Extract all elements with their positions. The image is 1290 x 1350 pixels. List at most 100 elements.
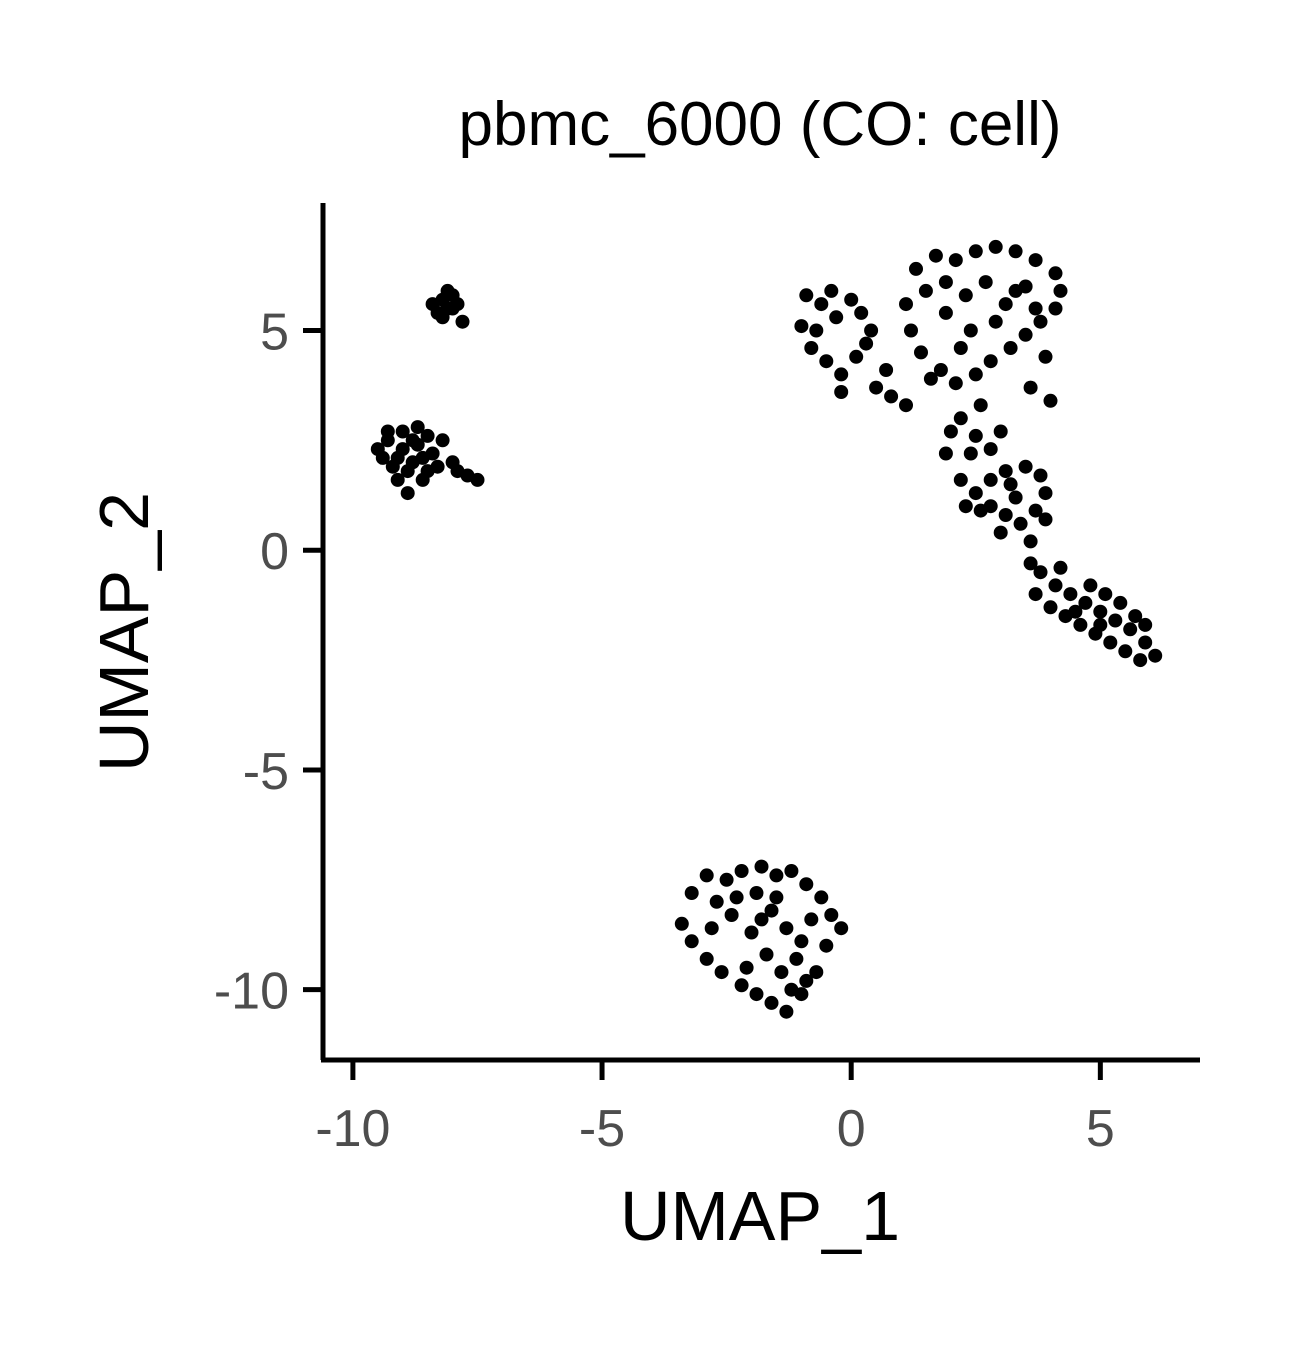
scatter-point <box>824 283 839 298</box>
scatter-point <box>953 411 968 426</box>
scatter-point <box>1008 490 1023 505</box>
scatter-point <box>1018 327 1033 342</box>
scatter-point <box>455 314 470 329</box>
scatter-point <box>1038 512 1053 527</box>
scatter-point <box>415 450 430 465</box>
scatter-point <box>904 323 918 338</box>
scatter-point <box>794 934 809 949</box>
scatter-point <box>1078 595 1093 610</box>
scatter-point <box>814 297 829 312</box>
scatter-point <box>1103 635 1118 650</box>
scatter-point <box>769 868 784 883</box>
scatter-point <box>764 995 779 1010</box>
scatter-point <box>1138 617 1153 632</box>
scatter-point <box>998 464 1013 479</box>
x-tick-label: -5 <box>579 1100 625 1158</box>
scatter-point <box>809 323 824 338</box>
scatter-point <box>968 486 983 501</box>
scatter-point <box>1098 587 1113 602</box>
scatter-point <box>390 472 405 487</box>
scatter-point <box>1138 635 1153 650</box>
scatter-point <box>948 376 963 391</box>
chart-title: pbmc_6000 (CO: cell) <box>458 90 1061 159</box>
scatter-point <box>445 455 460 470</box>
scatter-point <box>395 442 410 457</box>
scatter-point <box>684 886 699 900</box>
scatter-point <box>714 965 729 980</box>
scatter-point <box>784 864 799 878</box>
scatter-point <box>779 1004 794 1019</box>
scatter-point <box>993 525 1008 540</box>
scatter-point <box>829 310 844 325</box>
scatter-point <box>1128 609 1143 624</box>
scatter-point <box>754 859 769 874</box>
scatter-point <box>844 292 859 307</box>
scatter-point <box>933 363 948 377</box>
scatter-point <box>729 890 744 905</box>
scatter-point <box>1028 587 1043 602</box>
scatter-point <box>375 450 390 465</box>
y-axis-label: UMAP_2 <box>85 492 163 772</box>
scatter-point <box>1133 653 1148 668</box>
scatter-point <box>1093 604 1108 619</box>
scatter-point <box>1113 595 1128 610</box>
scatter-point <box>1023 534 1038 549</box>
scatter-point <box>983 472 998 487</box>
scatter-point <box>1048 301 1063 316</box>
scatter-point <box>909 261 923 276</box>
scatter-point <box>968 428 983 443</box>
scatter-point <box>734 978 749 993</box>
scatter-point <box>704 921 719 936</box>
scatter-point <box>734 864 749 878</box>
scatter-point <box>884 389 899 404</box>
scatter-point <box>405 433 420 448</box>
scatter-point <box>1053 283 1068 298</box>
scatter-point <box>744 925 759 940</box>
scatter-point <box>395 424 410 439</box>
scatter-point <box>724 908 739 922</box>
scatter-point <box>1118 644 1133 659</box>
scatter-point <box>804 341 819 355</box>
scatter-point <box>809 965 824 980</box>
scatter-point <box>804 912 819 927</box>
scatter-point <box>674 916 689 931</box>
scatter-point <box>385 459 400 474</box>
scatter-point <box>769 890 784 905</box>
scatter-point <box>1023 556 1038 571</box>
scatter-point <box>1028 253 1043 268</box>
scatter-point <box>1033 314 1048 329</box>
scatter-point <box>1038 486 1053 501</box>
scatter-point <box>784 982 799 997</box>
scatter-point <box>445 288 460 303</box>
y-tick-label: -5 <box>243 743 289 801</box>
scatter-point <box>938 305 953 320</box>
y-tick-label: -10 <box>214 963 289 1021</box>
scatter-point <box>864 323 879 338</box>
scatter-point <box>1003 341 1018 355</box>
scatter-point <box>1063 587 1078 602</box>
x-tick-label: -10 <box>315 1100 390 1158</box>
scatter-point <box>998 297 1013 312</box>
scatter-point <box>1083 578 1098 593</box>
scatter-point <box>719 872 734 887</box>
scatter-point <box>968 244 983 259</box>
scatter-point <box>834 385 849 399</box>
scatter-point <box>968 367 983 382</box>
scatter-point <box>684 934 699 949</box>
scatter-point <box>834 367 849 382</box>
scatter-point <box>973 398 988 413</box>
scatter-point <box>923 371 938 386</box>
scatter-point <box>1048 266 1063 281</box>
y-axis-ticks: -10 -5 0 5 <box>214 303 323 1021</box>
scatter-point <box>834 921 849 936</box>
scatter-point <box>380 424 395 439</box>
scatter-point <box>1073 617 1088 632</box>
scatter-point <box>1033 565 1048 580</box>
scatter-point <box>819 354 834 369</box>
scatter-point <box>699 951 714 966</box>
scatter-point <box>470 472 485 487</box>
scatter-point <box>1108 613 1123 628</box>
scatter-point <box>709 894 724 909</box>
scatter-point <box>1123 622 1138 637</box>
